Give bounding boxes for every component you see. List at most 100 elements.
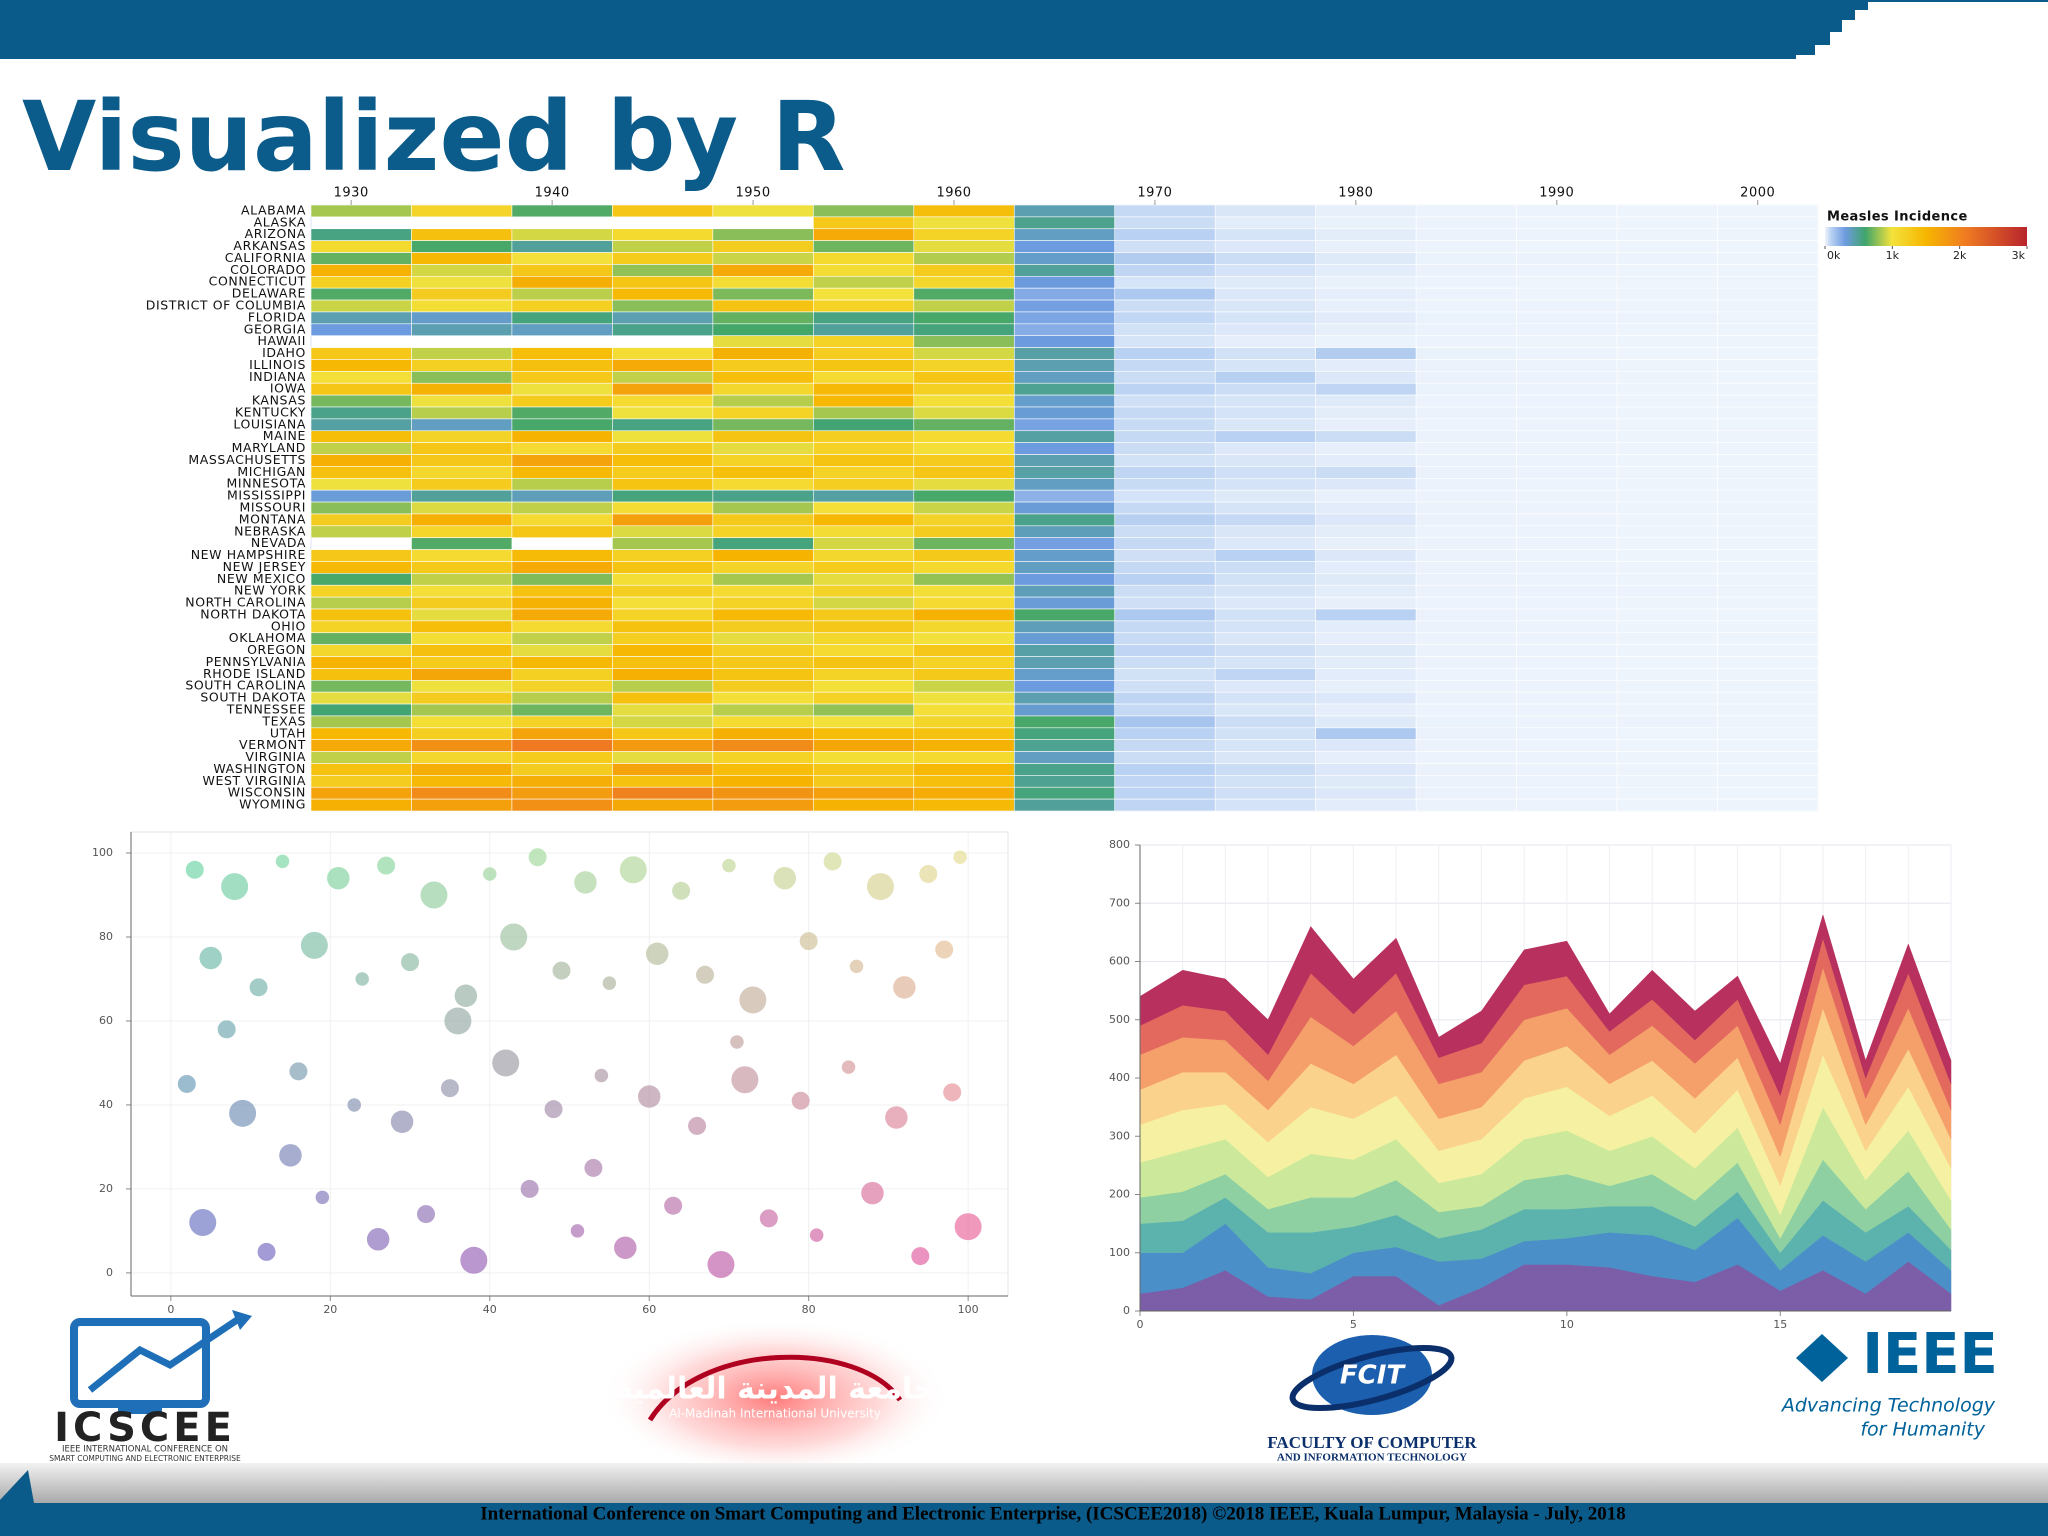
- heatmap-cell: [1013, 739, 1116, 752]
- heatmap-cell: [1013, 620, 1116, 634]
- ieee-logo: IEEE Advancing Technology for Humanity: [1780, 1322, 1998, 1440]
- heatmap-cell: [813, 537, 915, 550]
- heatmap-cell: [1114, 489, 1216, 503]
- icscee-line2: SMART COMPUTING AND ELECTRONIC ENTERPRIS…: [49, 1454, 241, 1463]
- heatmap-cell: [1114, 394, 1216, 408]
- heatmap-cell: [913, 323, 1015, 337]
- state-label: TEXAS: [261, 713, 306, 728]
- state-label: VIRGINIA: [245, 749, 306, 764]
- heatmap-cell: [1516, 252, 1618, 265]
- heatmap-cell: [1415, 584, 1517, 598]
- heatmap-cell: [1616, 299, 1718, 313]
- heatmap-cell: [712, 359, 814, 372]
- scatter-point: [696, 965, 715, 984]
- heatmap-cell: [310, 608, 412, 622]
- heatmap-cell: [1114, 347, 1216, 360]
- heatmap-cell: [1114, 240, 1216, 253]
- heatmap-cell: [411, 691, 513, 705]
- heatmap-cell: [310, 252, 412, 265]
- state-label: DELAWARE: [232, 286, 306, 301]
- heatmap-cell: [1315, 430, 1417, 443]
- heatmap-cell: [612, 466, 714, 479]
- heatmap-cell: [612, 204, 714, 218]
- heatmap-cell: [411, 608, 513, 622]
- heatmap-cell: [913, 406, 1015, 420]
- heatmap-cell: [411, 632, 513, 645]
- heatmap-cell: [813, 394, 915, 408]
- heatmap-cell: [511, 632, 613, 645]
- heatmap-cell: [511, 454, 613, 467]
- heatmap-cell: [712, 679, 814, 693]
- heatmap-cell: [310, 204, 412, 218]
- heatmap-cell: [1013, 323, 1116, 337]
- heatmap-cell: [1214, 204, 1316, 218]
- heatmap-cell: [1315, 549, 1417, 562]
- year-label: 1970: [1137, 186, 1172, 201]
- heatmap-cell: [1616, 489, 1718, 503]
- heatmap-cell: [1214, 359, 1316, 372]
- heatmap-cell: [1013, 371, 1116, 384]
- heatmap-cell: [1415, 573, 1517, 586]
- heatmap-cell: [1415, 359, 1517, 372]
- heatmap-cell: [1114, 335, 1216, 348]
- scatter-point: [355, 972, 369, 986]
- heatmap-cell: [310, 513, 412, 527]
- year-label: 1980: [1338, 186, 1373, 201]
- heatmap-cell: [1415, 679, 1517, 693]
- state-label: ILLINOIS: [249, 357, 306, 372]
- heatmap-cell: [1315, 216, 1417, 230]
- scatter-point: [444, 1007, 472, 1035]
- heatmap-cell: [1415, 608, 1517, 622]
- scatter-point: [377, 856, 396, 875]
- scatter-point: [823, 852, 842, 871]
- scatter-point: [759, 1209, 778, 1228]
- heatmap-cell: [712, 287, 814, 301]
- heatmap-cell: [310, 466, 412, 479]
- heatmap-cell: [1114, 644, 1216, 657]
- heatmap-cell: [712, 371, 814, 384]
- heatmap-cell: [310, 775, 412, 788]
- heatmap-cell: [1516, 632, 1618, 645]
- heatmap-cell: [511, 466, 613, 479]
- scatter-point: [500, 923, 528, 951]
- heatmap-cell: [511, 786, 613, 800]
- heatmap-cell: [1114, 418, 1216, 432]
- state-label: VERMONT: [239, 737, 306, 752]
- heatmap-cell: [1717, 275, 1819, 289]
- fcit-badge: FCIT: [1340, 1361, 1407, 1391]
- heatmap-cell: [1616, 775, 1718, 788]
- heatmap-cell: [612, 608, 714, 622]
- heatmap-cell: [1114, 715, 1216, 729]
- heatmap-cell: [913, 287, 1015, 301]
- heatmap-cell: [712, 739, 814, 752]
- heatmap-cell: [310, 679, 412, 693]
- heatmap-cell: [913, 775, 1015, 788]
- heatmap-cell: [1315, 323, 1417, 337]
- scatter-point: [528, 848, 547, 867]
- heatmap-cell: [411, 703, 513, 717]
- heatmap-cell: [612, 347, 714, 360]
- heatmap-cell: [1013, 561, 1116, 574]
- heatmap-cell: [1315, 596, 1417, 610]
- heatmap-cell: [1114, 561, 1216, 574]
- state-label: NEW YORK: [234, 583, 306, 598]
- heatmap-cell: [612, 252, 714, 265]
- heatmap-cell: [913, 382, 1015, 396]
- ieee-name: IEEE: [1862, 1322, 1998, 1387]
- heatmap-cell: [813, 561, 915, 574]
- heatmap-cell: [411, 501, 513, 515]
- heatmap-cell: [1415, 323, 1517, 337]
- heatmap-cell: [612, 394, 714, 408]
- scatter-point: [893, 976, 916, 999]
- heatmap-cell: [1114, 311, 1216, 325]
- state-label: RHODE ISLAND: [203, 666, 306, 681]
- heatmap-cell: [1516, 715, 1618, 729]
- scatter-point: [552, 961, 571, 980]
- heatmap-cell: [511, 763, 613, 776]
- heatmap-cell: [913, 454, 1015, 467]
- heatmap-cell: [1717, 454, 1819, 467]
- ieee-line1: Advancing Technology: [1780, 1395, 1996, 1417]
- state-label: MONTANA: [239, 511, 306, 526]
- heatmap-cell: [411, 656, 513, 669]
- heatmap-cell: [1214, 323, 1316, 337]
